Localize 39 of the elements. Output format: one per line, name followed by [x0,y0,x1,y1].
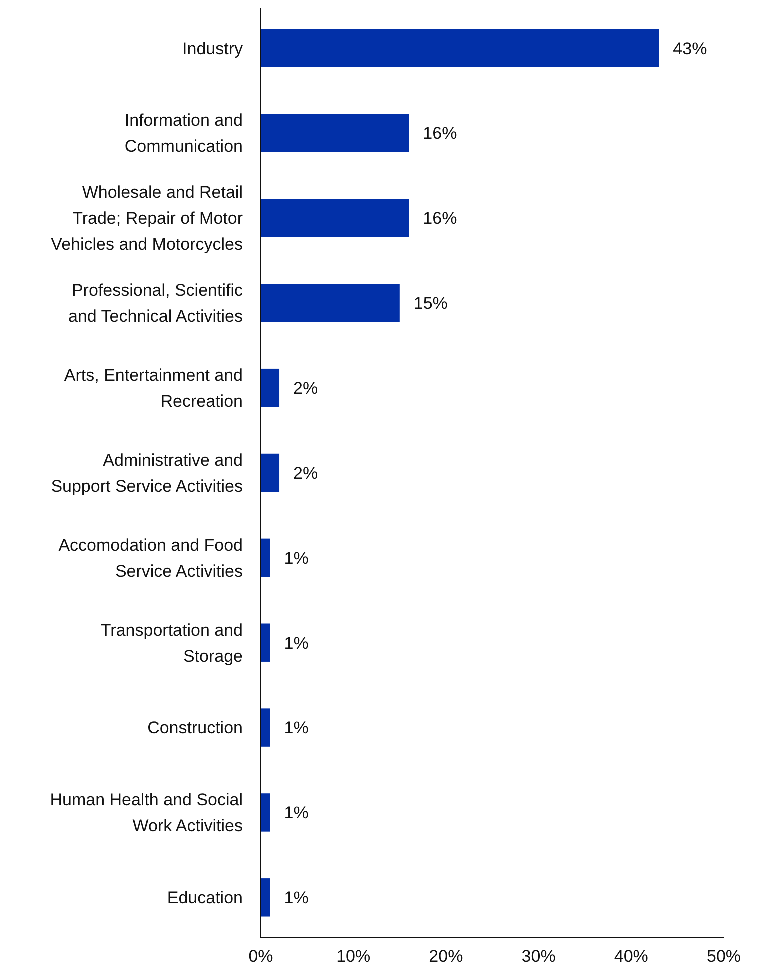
bar [261,29,660,68]
x-tick-label: 0% [248,947,274,966]
x-tick-label: 30% [522,947,556,966]
bar [261,114,410,152]
y-tick-label: Transportation and Storage [100,620,243,666]
x-tick-label: 50% [706,947,742,966]
x-tick-label: 10% [336,947,371,966]
y-tick-label: Professional, Scientific and Technical Activities [68,281,244,326]
data-label: 1% [284,888,309,908]
data-label: 1% [284,548,309,568]
data-label: 15% [414,294,448,314]
data-label: 1% [284,804,309,823]
bar [261,708,270,747]
bar [261,368,280,408]
bar [261,794,270,832]
y-tick-label: Accomodation and Food Service Activities [58,536,243,581]
bar [261,454,280,492]
data-label: 1% [284,634,309,653]
y-tick-label: Wholesale and Retail Trade; Repair of Motor Vehicles and Motorcycles [51,183,244,254]
y-tick-label: Education [167,888,243,908]
x-tick-label: 40% [614,947,648,966]
data-label: 2% [294,379,318,398]
bar [261,284,400,322]
y-tick-label: Human Health and Social Work Activities [50,790,243,836]
data-label: 16% [423,209,458,228]
data-label: 16% [423,124,458,144]
bar [261,624,270,662]
y-tick-label: Construction [148,718,243,738]
bar [261,878,270,917]
y-tick-label: Information and Communication [124,111,243,156]
data-label: 1% [284,718,309,738]
bar [261,199,410,238]
y-tick-label: Industry [182,39,244,58]
y-tick-label: Arts, Entertainment and Recreation [64,366,243,412]
data-label: 43% [673,39,708,58]
x-tick-label: 20% [429,947,464,966]
data-label: 2% [294,464,318,483]
y-tick-label: Administrative and Support Service Activities [51,450,243,496]
bar [261,538,270,578]
